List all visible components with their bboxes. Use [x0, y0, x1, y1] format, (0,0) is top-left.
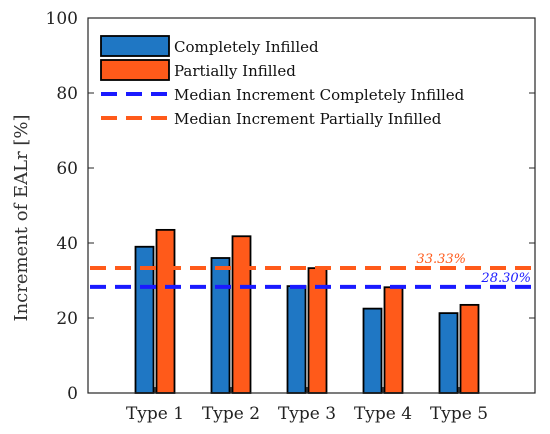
y-axis-label: Increment of EALr [%] [11, 114, 32, 321]
legend-label: Median Increment Completely Infilled [174, 86, 465, 104]
legend-label: Partially Infilled [174, 62, 296, 80]
legend: Completely Infilled Partially Infilled Med… [100, 35, 465, 128]
x-tick-label: Type 1 [126, 404, 184, 424]
median-line-label: 28.30% [480, 271, 531, 286]
plot-frame [87, 17, 536, 394]
x-tick-label: Type 3 [278, 404, 336, 424]
y-tick-label: 100 [46, 9, 78, 29]
y-tick-label: 0 [67, 384, 78, 404]
bar [231, 235, 252, 394]
legend-swatch [100, 59, 170, 81]
x-tick-label: Type 4 [354, 404, 412, 424]
legend-label: Median Increment Partially Infilled [174, 110, 442, 128]
y-tick-label: 80 [56, 84, 78, 104]
x-ticks: Type 1 Type 2 Type 3 Type 4 Type 5 [126, 387, 488, 424]
y-ticks: 0 20 40 60 80 100 [46, 9, 535, 404]
bar [362, 307, 383, 394]
y-tick-label: 40 [56, 234, 78, 254]
bar [383, 286, 404, 394]
bar [155, 228, 176, 394]
x-tick-label: Type 2 [202, 404, 260, 424]
median-line-label: 33.33% [416, 252, 466, 267]
legend-swatch [100, 35, 170, 57]
bar [286, 285, 307, 394]
y-tick-label: 60 [56, 159, 78, 179]
legend-label: Completely Infilled [174, 38, 319, 56]
reference-lines: 28.30% 33.33% [90, 252, 533, 289]
x-tick-label: Type 5 [430, 404, 488, 424]
bar [210, 257, 231, 394]
bar [438, 312, 459, 394]
bars [134, 228, 480, 394]
bar [459, 303, 480, 394]
y-tick-label: 20 [56, 309, 78, 329]
